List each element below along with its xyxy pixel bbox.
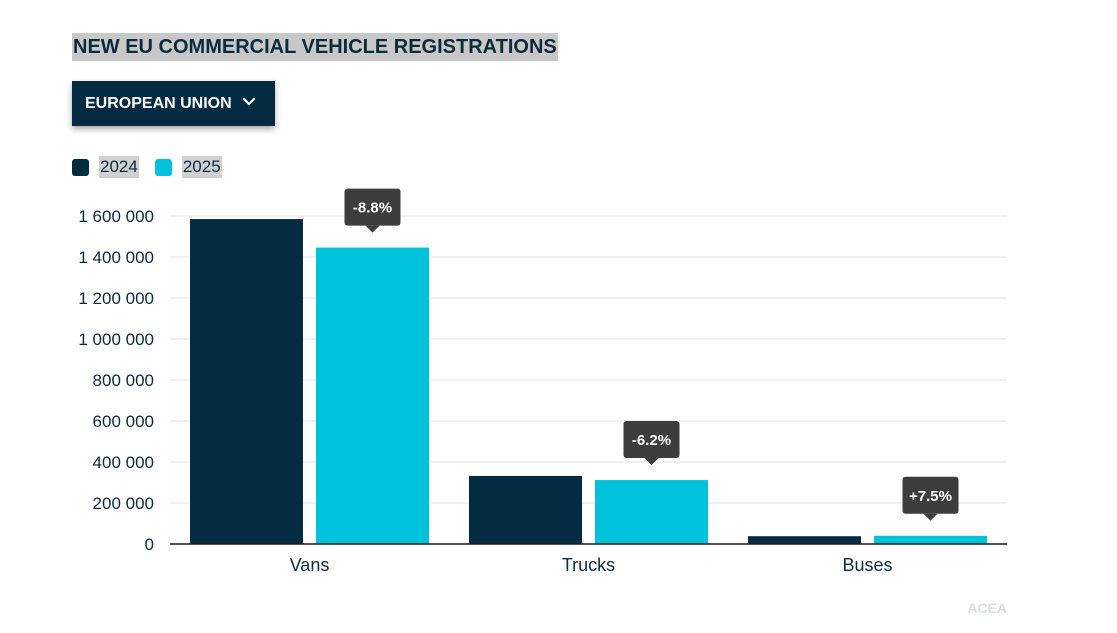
change-label: -8.8% [353, 200, 392, 217]
y-tick-label: 1 200 000 [78, 289, 154, 308]
legend-label-2024: 2024 [99, 156, 139, 178]
source-label: ACEA [967, 600, 1007, 616]
y-tick-label: 800 000 [93, 371, 154, 390]
change-tooltip [344, 188, 401, 226]
region-dropdown[interactable]: EUROPEAN UNION [72, 81, 275, 126]
x-tick-label: Vans [290, 555, 330, 575]
legend-item-2025[interactable]: 2025 [154, 156, 222, 178]
bar-vans-2024 [190, 219, 303, 544]
change-tooltip [623, 421, 680, 459]
y-tick-label: 400 000 [93, 453, 154, 472]
legend-swatch-2024 [72, 158, 89, 176]
change-label: -6.2% [632, 432, 671, 449]
y-tick-label: 1 400 000 [78, 248, 154, 267]
change-tooltip-pointer [644, 458, 659, 466]
change-tooltip-pointer [365, 225, 380, 233]
chart-legend: 2024 2025 [72, 156, 238, 178]
chevron-down-icon [242, 97, 256, 106]
bar-buses-2025 [874, 535, 987, 544]
x-tick-label: Trucks [562, 555, 615, 575]
x-tick-label: Buses [842, 555, 892, 575]
chart-title: NEW EU COMMERCIAL VEHICLE REGISTRATIONS [72, 33, 558, 61]
bar-trucks-2025 [595, 480, 708, 544]
bar-buses-2024 [748, 536, 861, 544]
legend-label-2025: 2025 [181, 156, 222, 178]
legend-swatch-2025 [154, 158, 172, 176]
y-tick-label: 1 600 000 [78, 207, 154, 226]
y-tick-label: 1 000 000 [78, 330, 154, 349]
legend-item-2024[interactable]: 2024 [72, 156, 139, 178]
bar-vans-2025 [316, 247, 429, 544]
region-dropdown-label: EUROPEAN UNION [85, 94, 232, 112]
change-tooltip-pointer [923, 513, 938, 521]
change-tooltip [902, 476, 959, 514]
change-label: +7.5% [909, 488, 952, 505]
y-tick-label: 0 [145, 535, 154, 554]
y-tick-label: 600 000 [93, 412, 154, 431]
y-tick-label: 200 000 [93, 494, 154, 513]
bar-trucks-2024 [469, 475, 582, 544]
